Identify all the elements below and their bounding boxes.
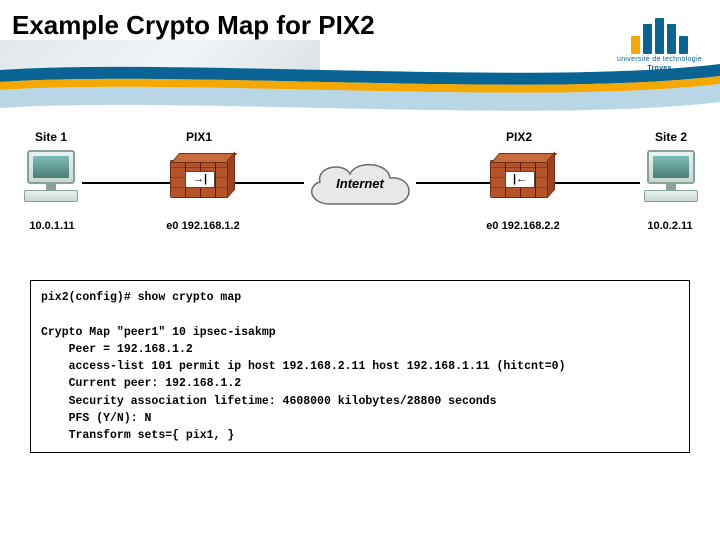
pix2-firewall-icon: |← [490, 160, 548, 208]
wire-cloud-pix2 [416, 182, 492, 184]
site1-ip: 10.0.1.11 [16, 220, 88, 232]
wire-pix1-cloud [228, 182, 304, 184]
site2-label: Site 2 [640, 130, 702, 144]
pix2-label: PIX2 [490, 130, 548, 144]
site2-ip: 10.0.2.11 [634, 220, 706, 232]
pix2-iface: e0 192.168.2.2 [468, 220, 578, 232]
cli-output-box: pix2(config)# show crypto map Crypto Map… [30, 280, 690, 453]
header: Example Crypto Map for PIX2 université d… [0, 0, 720, 110]
cli-prompt-line: pix2(config)# show crypto map [41, 291, 241, 304]
wire-pix2-site2 [548, 182, 640, 184]
site1-label: Site 1 [20, 130, 82, 144]
wire-site1-pix1 [82, 182, 170, 184]
utt-logo-bars [617, 18, 702, 54]
pix1-firewall-icon: →| [170, 160, 228, 208]
slide-title: Example Crypto Map for PIX2 [12, 10, 375, 41]
site1-pc-icon [20, 150, 82, 210]
pix2-arrow-icon: |← [505, 171, 535, 188]
internet-label: Internet [300, 176, 420, 191]
network-diagram: Site 1 10.0.1.11 PIX1 →| e0 192.168.1.2 … [20, 130, 700, 250]
cli-body: Crypto Map "peer1" 10 ipsec-isakmp Peer … [41, 326, 566, 443]
site2-pc-icon [640, 150, 702, 210]
internet-cloud: Internet [300, 156, 420, 214]
pix1-label: PIX1 [170, 130, 228, 144]
header-swoosh [0, 58, 720, 118]
pix1-arrow-icon: →| [185, 171, 215, 188]
pix1-iface: e0 192.168.1.2 [148, 220, 258, 232]
